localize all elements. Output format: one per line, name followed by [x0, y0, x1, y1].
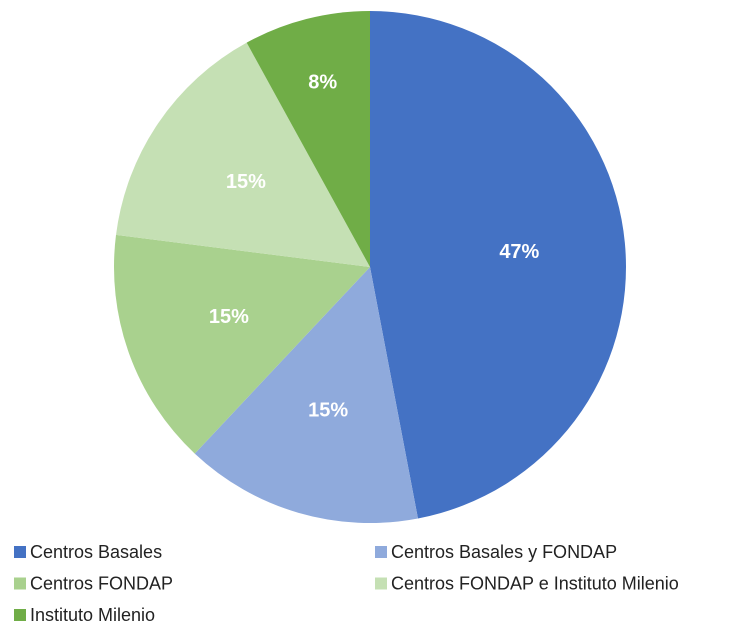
- legend-label: Centros Basales: [30, 542, 162, 562]
- data-label: 15%: [308, 399, 348, 421]
- pie-slice: [116, 42, 370, 267]
- pie-slice: [114, 234, 370, 454]
- legend-swatch: [375, 546, 387, 558]
- pie-slice: [246, 11, 370, 267]
- legend-swatch: [14, 577, 26, 590]
- legend-swatch: [375, 577, 387, 590]
- data-label: 8%: [308, 71, 337, 93]
- data-label: 15%: [226, 171, 266, 193]
- pie-slice: [370, 11, 626, 519]
- data-label: 15%: [209, 306, 249, 328]
- legend-swatch: [14, 609, 26, 621]
- pie-slice: [194, 267, 418, 523]
- legend-label: Centros FONDAP e Instituto Milenio: [391, 573, 679, 593]
- legend-label: Instituto Milenio: [30, 605, 155, 625]
- legend-swatch: [14, 546, 26, 558]
- legend-label: Centros FONDAP: [30, 573, 173, 593]
- legend-label: Centros Basales y FONDAP: [391, 542, 617, 562]
- data-label: 47%: [499, 241, 539, 263]
